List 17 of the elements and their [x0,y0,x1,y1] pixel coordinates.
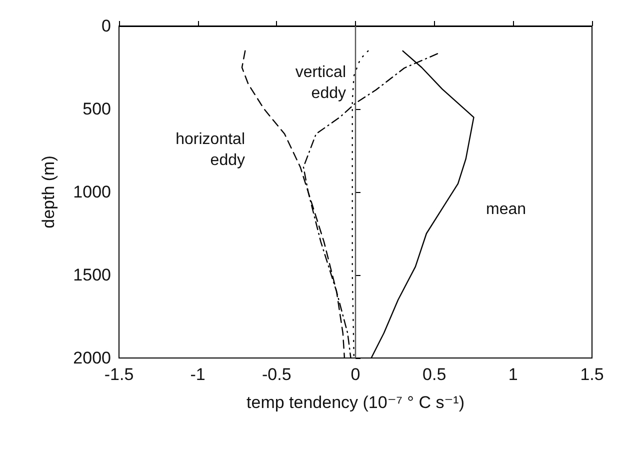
annotation: vertical eddy [295,64,346,102]
x-tick-label: -0.5 [262,365,292,384]
y-tick-label: 2000 [73,348,111,368]
x-axis-title: temp tendency (10⁻⁷ ° C s⁻¹) [246,393,464,412]
annotation: horizontal eddy [176,131,245,169]
y-tick-label: 1500 [73,266,111,284]
x-tick-label: -1.5 [104,365,134,384]
x-tick-label: -1 [190,365,206,384]
x-tick-label: 0.5 [422,365,446,384]
x-tick-label: 1 [508,365,518,384]
annotation: mean [486,201,526,218]
y-tick-label: 0 [102,16,111,36]
y-axis-title: depth (m) [39,156,58,228]
y-tick-label: 500 [82,100,111,118]
x-tick-label: 1.5 [580,365,604,384]
y-tick-label: 1000 [73,182,111,202]
x-tick-label: 0 [350,365,360,384]
